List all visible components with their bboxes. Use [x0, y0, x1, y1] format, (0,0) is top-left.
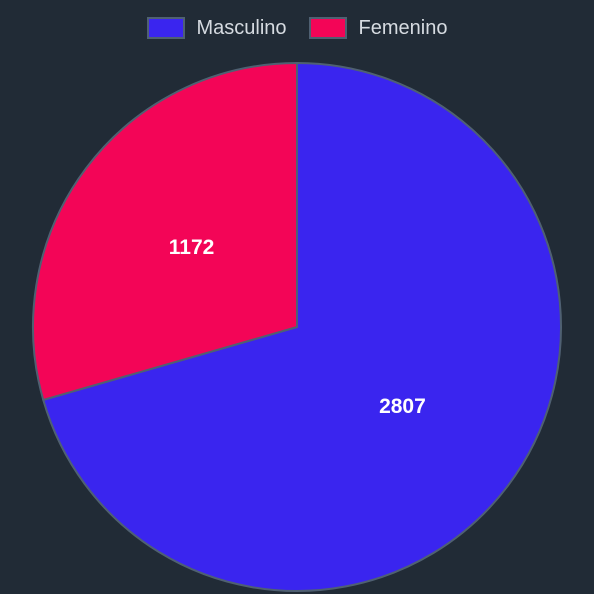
legend-item-femenino[interactable]: Femenino	[308, 16, 448, 40]
legend-item-masculino[interactable]: Masculino	[146, 16, 287, 40]
legend-swatch-masculino	[146, 17, 185, 39]
legend-label-masculino: Masculino	[196, 17, 287, 39]
pie-slice-femenino[interactable]	[32, 61, 298, 402]
pie-slice-masculino[interactable]	[42, 61, 562, 592]
data-label-femenino: 1172	[169, 236, 215, 259]
chart-legend: Masculino Femenino	[0, 16, 594, 40]
data-label-masculino: 2807	[379, 395, 426, 418]
legend-swatch-femenino	[308, 17, 347, 39]
legend-label-femenino: Femenino	[358, 17, 448, 39]
